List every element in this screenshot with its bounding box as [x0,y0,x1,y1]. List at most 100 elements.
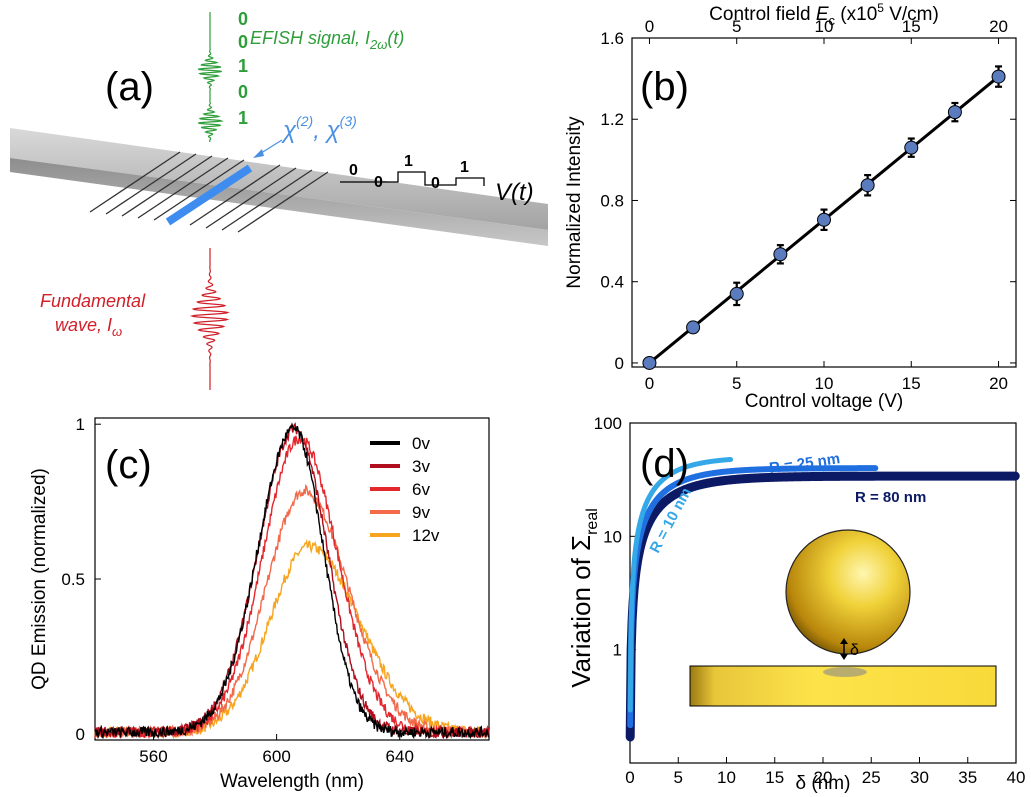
waveguide-strip-side [10,158,548,246]
data-point [860,178,875,193]
x-tick-label: 15 [765,768,784,787]
data-point [817,212,831,227]
data-point [904,140,919,155]
top-x-tick-label: 10 [815,17,834,36]
plot-frame [631,37,1017,368]
legend-label: 9v [412,503,430,522]
electrode-finger [189,164,281,226]
control-bit: 1 [460,159,469,176]
x-tick-label: 5 [732,374,741,393]
top-x-tick-label: 20 [989,17,1008,36]
y-tick-label: 10 [603,527,622,546]
x-tick-label: 5 [674,768,683,787]
fundamental-wave [189,248,230,390]
series-label-r80: R = 80 nm [855,489,926,506]
data-point [947,105,962,120]
y-tick-label: 0 [76,725,85,744]
x-tick-label: 10 [717,768,736,787]
y-tick-label: 100 [594,414,622,433]
efish-bit-sequence: 0 0 1 0 1 [238,9,248,128]
control-bit: 0 [431,175,440,192]
legend-label: 3v [412,457,430,476]
x-tick-label: 600 [262,747,290,766]
control-voltage-pulse [340,171,485,186]
panel-b-chart: 0 5 10 15 20 0 5 10 15 20 0 0.4 0.8 1.2 1.6 (b) Control … [564,1,1017,412]
legend-label: 0v [412,434,430,453]
panel-b-label: (b) [640,65,689,109]
top-x-axis-label-part: (x10 [835,4,877,25]
x-tick-label: 35 [958,768,977,787]
x-tick-label: 20 [989,374,1008,393]
electrode-finger [137,157,229,219]
y-axis-label: QD Emission (normalized) [29,468,50,690]
x-axis-label: Wavelength (nm) [220,771,364,792]
control-bit: 0 [374,174,383,191]
electrode-finger [105,153,197,215]
y-tick-label: 1 [76,415,85,434]
x-tick-label: 15 [902,374,921,393]
x-tick-label: 0 [645,374,654,393]
efish-bit: 1 [238,56,248,76]
curve-R = 25 nm [627,465,879,729]
efish-signal-wave [197,12,224,143]
inset-gap-arrowhead-up [840,638,848,644]
x-axis-label: δ (nm) [796,773,851,794]
top-x-axis-label-part: c [829,13,836,28]
x-tick-label: 640 [386,747,414,766]
x-tick-label: 560 [139,747,167,766]
top-x-axis-label-part: Control field [709,4,816,25]
legend-label: 12v [412,526,440,545]
top-x-axis-label: Control field Ec (x105 V/cm) [709,1,939,28]
x-tick-label: 40 [1007,768,1026,787]
y-tick-label: 0.5 [61,570,85,589]
panel-c-chart: 560 600 640 0 0.5 1 0v 3v 6v 9v 12v (c) Wavelength (… [29,415,490,792]
x-tick-label: 30 [910,768,929,787]
y-axis-label-sub: real [584,508,601,535]
active-region-highlight [165,164,253,226]
y-axis-label: Variation of Σreal [566,508,601,688]
top-x-axis-label-part: V/cm) [884,4,939,25]
data-point [991,69,1006,84]
electrode-finger [221,169,313,231]
electrode-finger [89,151,181,213]
chi-label: χ(2), χ(3) [281,113,357,144]
top-x-tick-label: 5 [732,17,741,36]
chi-arrowhead [253,149,264,158]
electrode-finger [205,167,297,229]
top-x-axis-label-part: 5 [877,1,884,15]
curve-R = 80 nm [625,471,1020,742]
inset-gap-arrowhead-down [840,654,848,660]
efish-bit: 0 [238,9,248,29]
inset-gap-shadow [823,667,867,677]
legend-label: 6v [412,480,430,499]
y-tick-label: 0.4 [600,273,624,292]
electrode-finger [237,171,329,233]
x-tick-label: 0 [625,768,634,787]
vt-label: V(t) [495,179,534,206]
electrode-finger [153,159,245,221]
y-axis-label-main: Variation of Σ [566,535,596,688]
top-x-axis-label-part: E [816,4,829,25]
spectrum-line-12v [94,538,490,740]
efish-bit: 0 [238,32,248,52]
data-point [686,320,701,335]
panel-d-label: (d) [640,442,689,486]
spectrum-line-0v [94,422,490,740]
electrode-fingers [89,151,329,233]
data-point [642,355,657,370]
y-tick-label: 1.6 [600,29,624,48]
spectrum-line-9v [94,483,490,740]
y-tick-label: 0 [615,354,624,373]
x-tick-label: 25 [862,768,881,787]
y-tick-label: 1 [613,641,622,660]
panel-c-label: (c) [105,443,152,487]
control-bit: 0 [349,162,358,179]
efish-bit: 0 [238,82,248,102]
data-point [729,286,744,301]
inset-gold-sphere [785,529,911,655]
x-tick-label: 10 [815,374,834,393]
